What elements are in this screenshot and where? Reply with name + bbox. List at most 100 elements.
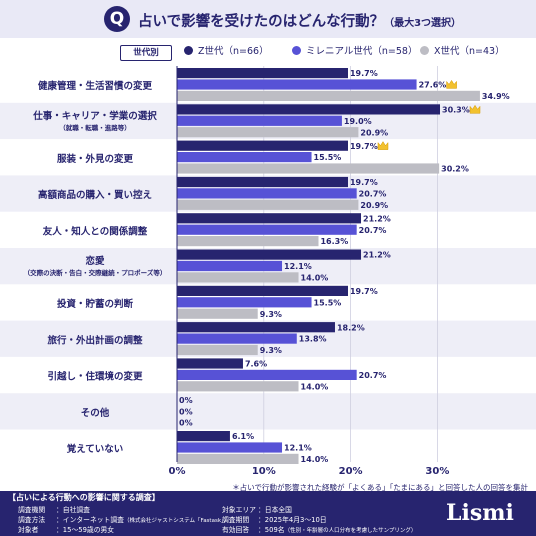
category-sublabel: （交際の決断・告白・交際継続・プロポーズ等） [24, 268, 167, 277]
bar [177, 285, 348, 296]
value-label: 30.3% [442, 106, 470, 115]
bar [177, 188, 357, 199]
legend-item-x: X世代（n=43） [420, 45, 505, 59]
value-label: 18.2% [337, 323, 365, 332]
value-label: 19.0% [344, 117, 372, 126]
x-tick-label: 20% [339, 466, 363, 477]
value-label: 19.7% [350, 142, 378, 151]
category-label: 引越し・住環境の変更 [47, 371, 143, 383]
value-label: 20.9% [360, 201, 388, 210]
bar [177, 453, 299, 464]
page-title: 占いで影響を受けたのはどんな行動？（最大3つ選択） [138, 10, 461, 31]
survey-agency-key: 調査機関 [18, 506, 46, 514]
category-label: その他 [81, 407, 110, 419]
bar [177, 140, 348, 151]
x-tick-label: 0% [169, 466, 186, 477]
survey-target-key: 対象者 [18, 526, 39, 534]
category-label: 健康管理・生活習慣の変更 [38, 80, 153, 92]
bar [177, 344, 258, 356]
x-tick-label: 10% [252, 466, 276, 477]
value-label: 19.7% [350, 178, 378, 187]
bar [177, 115, 342, 126]
value-label: 34.9% [482, 92, 510, 101]
lismi-logo: Lismi [446, 500, 514, 526]
value-label: 12.1% [284, 262, 312, 271]
row-band [0, 393, 536, 430]
legend-label: 世代別 [120, 45, 172, 61]
category-label: 旅行・外出計画の調整 [47, 334, 143, 346]
value-label: 30.2% [441, 165, 469, 174]
bar [177, 333, 297, 344]
category-label: 高額商品の購入・買い控え [38, 189, 152, 201]
category-label: 覚えていない [66, 443, 124, 455]
value-label: 20.9% [360, 128, 388, 137]
value-label: 15.5% [314, 298, 342, 307]
category-sublabel: （就職・転職・進路等） [59, 123, 131, 132]
crown-icon [446, 79, 457, 89]
legend-item-millennial: ミレニアル世代（n=58） [292, 45, 417, 59]
bar [177, 176, 348, 188]
value-label: 27.6% [419, 81, 447, 90]
value-label: 14.0% [301, 274, 329, 283]
value-label: 0% [179, 396, 193, 405]
value-label: 19.7% [350, 69, 378, 78]
value-label: 19.7% [350, 287, 378, 296]
survey-method-text: ：インターネット調査 [56, 516, 124, 524]
survey-method-value: ：インターネット調査（株式会社ジャストシステム「Fastask」） [56, 514, 229, 524]
bar [177, 224, 357, 235]
value-label: 20.7% [359, 371, 387, 380]
bar [177, 358, 243, 369]
survey-method-note: （株式会社ジャストシステム「Fastask」） [123, 518, 230, 524]
survey-title: 【占いによる行動への影響に関する調査】 [8, 493, 160, 502]
value-label: 12.1% [284, 444, 312, 453]
title-text: 占いで影響を受けたのはどんな行動？ [138, 14, 385, 30]
bar [177, 127, 359, 138]
legend-swatch-millennial [292, 46, 301, 55]
survey-area-value: ：日本全国 [258, 506, 292, 514]
value-label: 15.5% [314, 153, 342, 162]
title-note: （最大3つ選択） [384, 18, 462, 29]
survey-valid-text: ：509名 [258, 526, 285, 534]
category-label: 投資・貯蓄の判断 [57, 298, 134, 310]
survey-footer: 【占いによる行動への影響に関する調査】 調査機関 ：自社調査 調査方法 ：インタ… [0, 491, 536, 536]
value-label: 21.2% [363, 214, 391, 223]
bar [177, 68, 348, 79]
bar [177, 236, 319, 247]
bar [177, 152, 312, 163]
bar [177, 297, 312, 308]
survey-valid-key: 有効回答 [222, 526, 250, 534]
category-label: 服装・外見の変更 [57, 153, 134, 165]
value-label: 13.8% [299, 335, 327, 344]
legend-swatch-x [420, 46, 429, 55]
value-label: 0% [179, 419, 193, 428]
category-label: 仕事・キャリア・学業の選択 [32, 110, 157, 122]
survey-area-key: 対象エリア [222, 506, 256, 514]
survey-target-value: ：15～59歳の男女 [56, 526, 115, 534]
value-label: 20.7% [359, 190, 387, 199]
category-label: 恋愛 [85, 255, 105, 267]
value-label: 6.1% [232, 432, 254, 441]
value-label: 9.3% [260, 346, 282, 355]
legend-item-z: Z世代（n=66） [184, 45, 269, 59]
legend-text-x: X世代（n=43） [434, 46, 505, 57]
header-band: Q 占いで影響を受けたのはどんな行動？（最大3つ選択） [0, 0, 536, 38]
bar [177, 431, 230, 442]
x-tick-label: 30% [425, 466, 449, 477]
value-label: 21.2% [363, 251, 391, 260]
value-label: 14.0% [301, 382, 329, 391]
value-label: 0% [179, 407, 193, 416]
bar [177, 442, 283, 453]
bar [177, 249, 362, 260]
q-badge-icon: Q [104, 6, 130, 32]
value-label: 16.3% [320, 237, 348, 246]
footnote: ＊占いで行動が影響された経験が「よくある」「たまにある」と回答した人の回答を集計 [232, 483, 528, 492]
bar [177, 213, 362, 224]
bar [177, 90, 480, 101]
survey-method-key: 調査方法 [18, 516, 46, 524]
survey-valid-note: （性別・年齢層の人口分布を考慮したサンプリング） [284, 528, 417, 534]
value-label: 14.0% [301, 455, 329, 464]
bar [177, 79, 417, 90]
bar [177, 322, 335, 333]
legend-swatch-z [184, 46, 193, 55]
